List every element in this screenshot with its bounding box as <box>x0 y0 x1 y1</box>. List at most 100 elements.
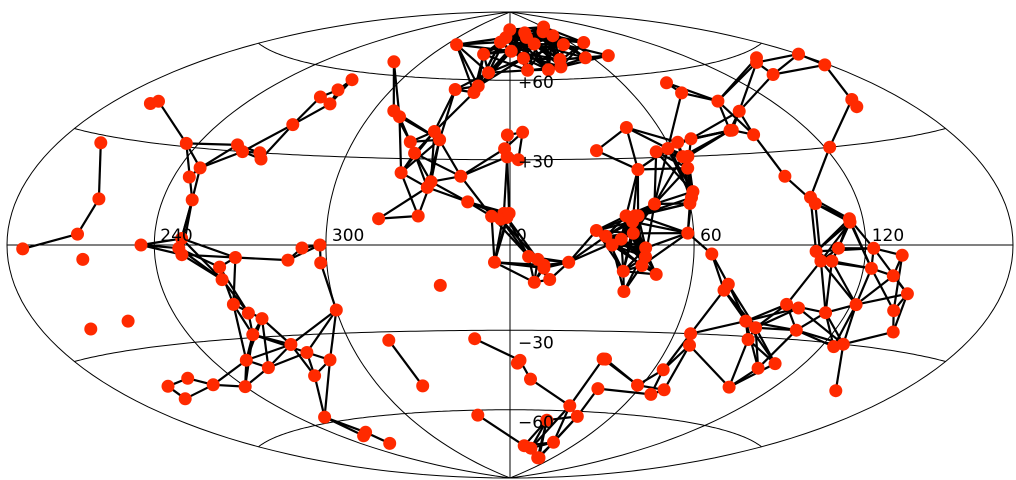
link-line <box>752 134 786 177</box>
data-point <box>823 140 837 154</box>
data-point <box>639 241 653 255</box>
data-point <box>254 152 268 166</box>
data-point <box>454 169 468 183</box>
link-line <box>455 43 490 74</box>
data-point <box>849 298 863 312</box>
data-point <box>92 192 106 206</box>
link-line <box>816 247 874 253</box>
data-point <box>246 328 260 342</box>
data-point <box>231 138 244 152</box>
data-point <box>540 413 554 427</box>
link-line <box>596 149 639 171</box>
data-point <box>318 410 332 424</box>
data-point <box>255 312 269 326</box>
data-point <box>649 267 663 281</box>
data-point <box>408 146 422 160</box>
link-line <box>843 330 894 346</box>
data-point <box>780 297 794 311</box>
data-point <box>238 380 252 394</box>
data-point <box>433 133 447 147</box>
link-line <box>387 339 424 387</box>
link-line <box>494 261 535 284</box>
link-line <box>235 256 288 262</box>
data-point <box>500 128 514 142</box>
latitude-label--30: −30 <box>518 333 554 353</box>
data-point <box>521 63 535 77</box>
data-point <box>502 206 516 220</box>
data-point <box>900 287 914 301</box>
data-point <box>357 429 371 443</box>
data-point <box>308 369 322 383</box>
data-point <box>705 247 719 261</box>
link-line <box>199 150 243 169</box>
link-line <box>824 260 833 313</box>
data-point <box>684 132 698 146</box>
data-point <box>500 150 514 164</box>
link-line <box>378 186 428 220</box>
link-line <box>456 41 501 46</box>
data-point <box>766 68 780 81</box>
data-point <box>631 163 645 176</box>
link-line <box>756 53 799 64</box>
link-line <box>728 339 750 388</box>
link-line <box>755 307 799 329</box>
link-line <box>323 359 332 418</box>
longitude-label-240: 240 <box>160 226 192 246</box>
data-point <box>819 306 833 320</box>
link-line <box>400 172 420 217</box>
data-point <box>562 255 576 269</box>
data-point <box>314 256 328 270</box>
data-point <box>382 333 396 347</box>
data-point <box>213 260 227 274</box>
data-point <box>134 238 148 252</box>
data-point <box>683 196 697 210</box>
data-point <box>829 384 843 398</box>
link-line <box>76 198 100 235</box>
data-point <box>485 209 499 223</box>
data-point <box>175 232 189 245</box>
link-line <box>687 129 731 158</box>
data-point <box>331 83 345 97</box>
data-point <box>518 26 532 40</box>
data-point <box>345 73 359 87</box>
link-line <box>809 146 831 198</box>
data-point <box>747 128 761 142</box>
parallel--60 <box>258 409 762 448</box>
coordinate-grid <box>6 11 1014 479</box>
link-line <box>738 62 758 112</box>
link-line <box>820 260 857 306</box>
link-line <box>855 292 908 306</box>
link-line <box>398 116 403 173</box>
link-line <box>653 148 669 205</box>
data-point <box>510 356 524 370</box>
data-point <box>387 55 401 69</box>
longitude-label-60: 60 <box>700 226 722 246</box>
link-line <box>637 202 691 217</box>
data-point <box>541 63 555 77</box>
data-point <box>671 135 685 149</box>
link-line <box>689 289 725 335</box>
link-line <box>324 416 365 437</box>
link-line <box>849 221 873 269</box>
data-point <box>372 212 386 226</box>
link-line <box>433 89 457 132</box>
link-line <box>662 333 692 371</box>
data-point <box>825 254 839 268</box>
data-point <box>179 136 193 150</box>
link-line <box>754 327 760 369</box>
data-point <box>789 323 803 337</box>
link-line <box>637 214 689 235</box>
data-point <box>433 278 447 292</box>
link-line <box>140 237 182 247</box>
data-point <box>556 38 570 52</box>
link-line <box>245 343 292 362</box>
data-point <box>329 303 343 317</box>
link-line <box>563 43 609 57</box>
link-line <box>313 375 326 418</box>
data-point <box>482 66 495 80</box>
link-line <box>506 156 511 214</box>
link-line <box>625 127 639 170</box>
latitude-label-60: +60 <box>518 73 554 93</box>
link-line <box>212 359 247 386</box>
data-point <box>181 371 195 385</box>
